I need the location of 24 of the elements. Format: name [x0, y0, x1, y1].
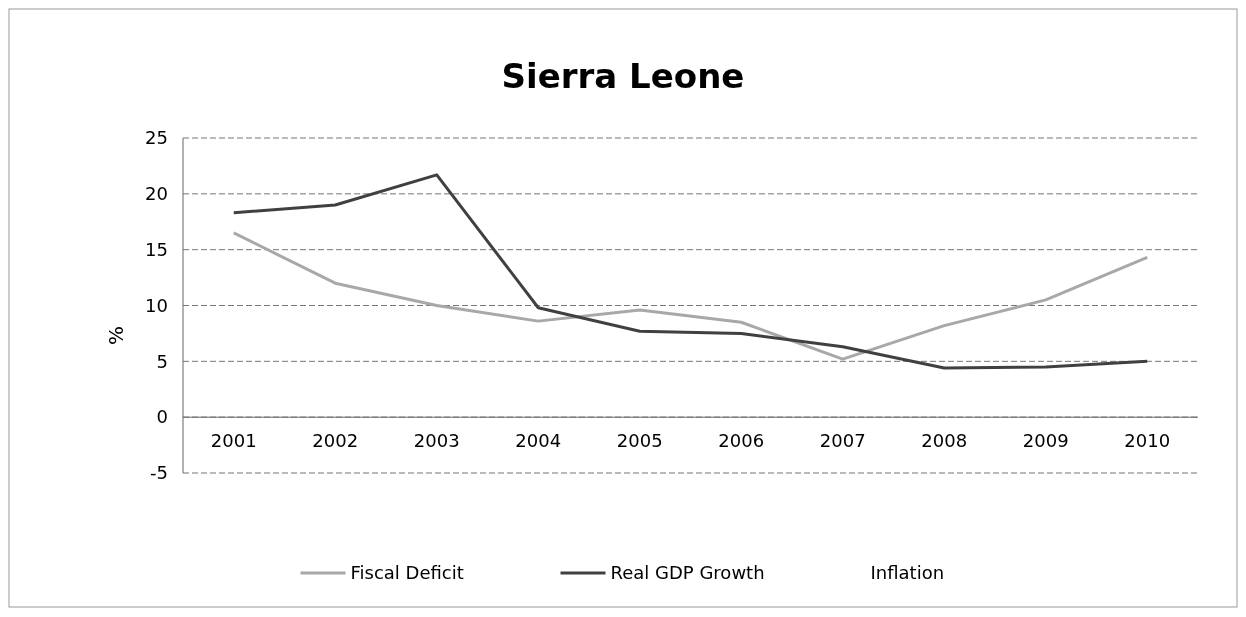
- y-tick-label: -5: [150, 462, 168, 484]
- x-tick-label: 2006: [718, 430, 765, 452]
- line-series: [232, 173, 1149, 370]
- chart-title: Sierra Leone: [501, 56, 745, 96]
- x-tick-label: 2009: [1022, 430, 1069, 452]
- legend-label: Fiscal Deficit: [350, 562, 464, 584]
- text: Inflation: [870, 562, 945, 584]
- x-tick-label: 2008: [921, 430, 968, 452]
- y-tick-label: 10: [145, 294, 168, 316]
- y-tick-label: 5: [156, 350, 168, 372]
- y-tick-label: 25: [145, 127, 168, 149]
- y-tick-label: 0: [156, 406, 168, 428]
- legend-label: Real GDP Growth: [610, 562, 765, 584]
- x-tick-label: 2004: [515, 430, 562, 452]
- line-series: [232, 231, 1149, 361]
- y-axis-title: %: [104, 325, 128, 346]
- x-tick-label: 2007: [819, 430, 866, 452]
- y-tick-label: 15: [145, 238, 168, 260]
- x-tick-label: 2002: [312, 430, 359, 452]
- x-tick-label: 2001: [210, 430, 257, 452]
- y-tick-label: 20: [145, 183, 168, 205]
- x-tick-label: 2003: [413, 430, 460, 452]
- x-tick-label: 2010: [1124, 430, 1171, 452]
- x-tick-label: 2005: [616, 430, 663, 452]
